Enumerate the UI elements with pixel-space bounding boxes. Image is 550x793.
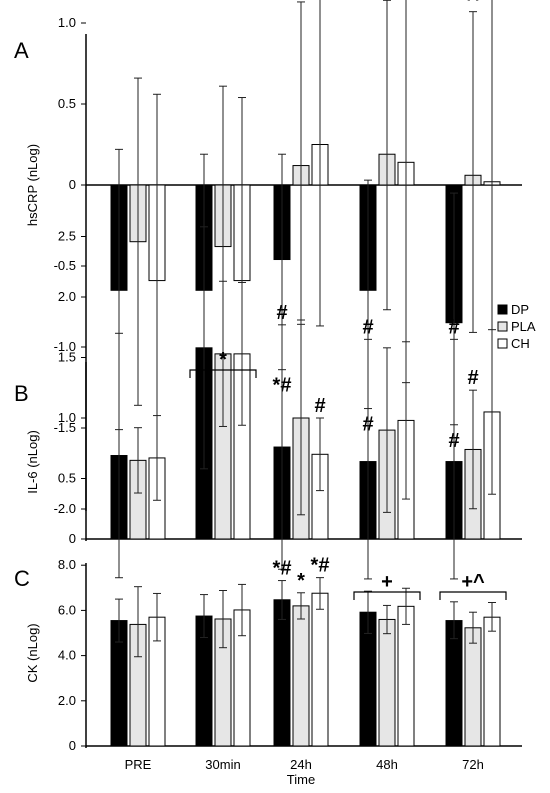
bar-ch-72h [483, 616, 501, 747]
significance-marker: # [276, 302, 287, 324]
bar-pla-48h [378, 618, 396, 747]
significance-marker: * [219, 349, 227, 371]
legend-label-dp: DP [511, 302, 529, 317]
y-tick-label: 0.5 [58, 471, 76, 486]
x-tick-label: 72h [462, 757, 484, 772]
bar-ch-48h [397, 605, 415, 747]
y-tick-label: 2.0 [58, 289, 76, 304]
y-tick-label: -0.5 [54, 258, 76, 273]
x-tick-label: 30min [205, 757, 240, 772]
y-tick-label: 2.5 [58, 229, 76, 244]
y-axis-label: CK (nLog) [25, 623, 40, 682]
significance-marker: + [381, 571, 393, 593]
bar-dp-24h [273, 599, 291, 747]
y-axis-label: IL-6 (nLog) [25, 430, 40, 494]
x-axis-title: Time [287, 772, 315, 787]
significance-marker: ^ [467, 0, 479, 11]
y-axis-label: hsCRP (nLog) [25, 144, 40, 226]
y-tick-label: 0 [69, 738, 76, 753]
y-tick-label: 8.0 [58, 557, 76, 572]
legend-swatch-ch [497, 338, 508, 349]
panel-label: A [14, 38, 29, 63]
significance-marker: # [362, 316, 373, 338]
significance-marker: *# [273, 558, 292, 580]
legend-label-ch: CH [511, 336, 530, 351]
y-tick-label: 1.0 [58, 15, 76, 30]
legend-swatch-pla [497, 321, 508, 332]
significance-marker: * [297, 0, 305, 1]
significance-marker: +^ [461, 571, 485, 593]
x-tick-label: 48h [376, 757, 398, 772]
y-tick-label: -1.5 [54, 420, 76, 435]
y-tick-label: -1.0 [54, 339, 76, 354]
significance-marker: # [467, 367, 478, 389]
bar-pla-72h [464, 627, 482, 747]
y-tick-label: 0 [69, 177, 76, 192]
significance-bracket [353, 591, 421, 600]
y-tick-label: 0.5 [58, 96, 76, 111]
significance-marker: * [297, 570, 305, 592]
bar-dp-72h [445, 620, 463, 747]
significance-bracket [189, 369, 257, 378]
x-tick-label: PRE [125, 757, 152, 772]
x-tick-label: 24h [290, 757, 312, 772]
y-tick-label: 2.0 [58, 693, 76, 708]
y-tick-label: 0 [69, 531, 76, 546]
y-tick-label: 6.0 [58, 602, 76, 617]
significance-marker: *# [311, 555, 330, 577]
y-tick-label: 1.0 [58, 410, 76, 425]
significance-marker: # [314, 395, 325, 417]
significance-bracket [439, 591, 507, 600]
bar-ch-24h [311, 592, 329, 747]
panel-label: B [14, 381, 29, 406]
y-tick-label: 4.0 [58, 648, 76, 663]
legend-swatch-dp [497, 304, 508, 315]
significance-marker: # [448, 316, 459, 338]
y-tick-label: 1.5 [58, 350, 76, 365]
legend-label-pla: PLA [511, 319, 536, 334]
panel-label: C [14, 566, 30, 591]
y-tick-label: -2.0 [54, 501, 76, 516]
bar-pla-24h [292, 605, 310, 747]
